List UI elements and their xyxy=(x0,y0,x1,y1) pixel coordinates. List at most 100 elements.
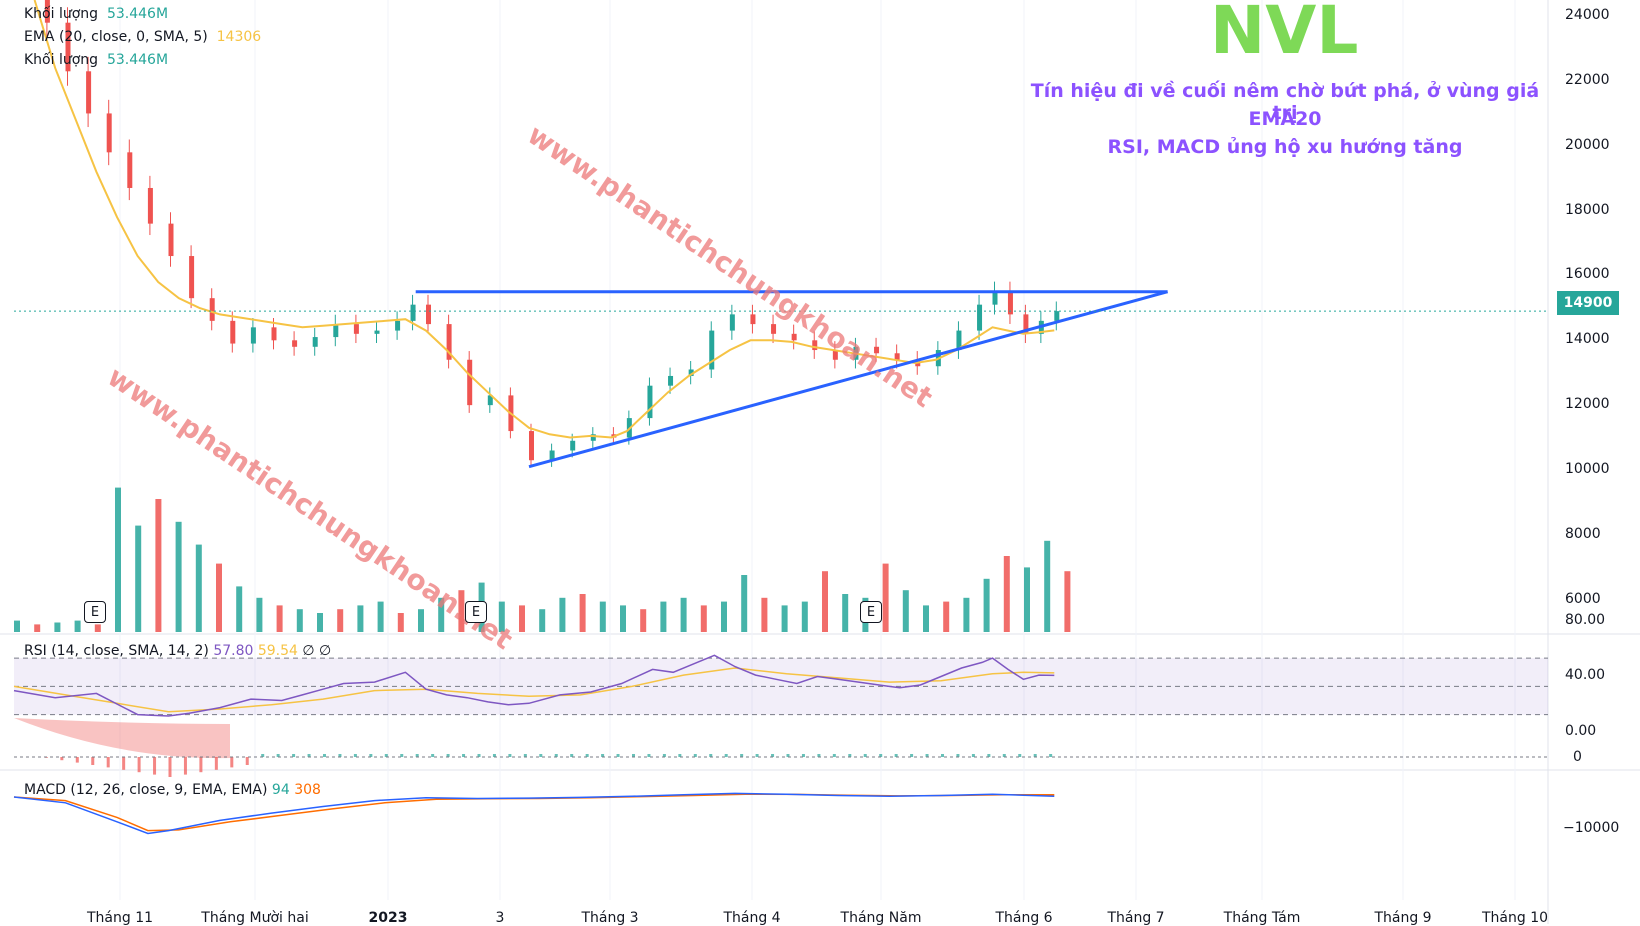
candle-body xyxy=(590,434,596,441)
candle-body xyxy=(147,187,153,224)
volume-bar xyxy=(640,609,647,632)
price-tick-label: 12000 xyxy=(1565,396,1610,413)
macd-hist-bar xyxy=(817,754,821,757)
candle-body xyxy=(992,291,998,305)
macd-tick-label: 0 xyxy=(1573,749,1582,765)
volume-bar xyxy=(1003,556,1010,632)
macd-hist-bar xyxy=(384,754,388,757)
time-tick-label: 3 xyxy=(495,910,505,926)
volume-bar xyxy=(660,601,667,632)
macd-signal-line xyxy=(13,793,1055,832)
volume-bar xyxy=(963,597,970,632)
volume-bar xyxy=(115,487,121,632)
volume-bar xyxy=(94,624,101,632)
macd-hist-bar xyxy=(879,754,883,757)
volume-bar xyxy=(498,601,505,632)
volume-bar xyxy=(620,605,626,632)
volume-bar xyxy=(377,601,384,632)
legend-volume-2: Khối lượng 53.446M xyxy=(24,52,169,68)
macd-hist-bar xyxy=(122,757,126,770)
candle-body xyxy=(395,320,401,331)
candle-body xyxy=(209,298,215,321)
macd-hist-bar xyxy=(1018,754,1022,757)
rsi-tick-label: 80.00 xyxy=(1565,612,1606,628)
macd-hist-bar xyxy=(492,754,496,757)
time-tick-label: Tháng 3 xyxy=(581,910,639,926)
candle-body xyxy=(832,350,838,360)
volume-bar xyxy=(680,597,687,632)
volume-bar xyxy=(54,622,61,632)
macd-hist-bar xyxy=(153,757,157,775)
candle-body xyxy=(106,113,112,153)
macd-hist-bar xyxy=(338,754,342,757)
macd-hist-bar xyxy=(863,754,867,757)
price-tick-label: 10000 xyxy=(1565,460,1610,477)
volume-bar xyxy=(317,613,323,632)
macd-hist-bar xyxy=(353,754,357,757)
candle-body xyxy=(487,395,493,406)
candle-body xyxy=(529,431,534,461)
time-tick-label: Tháng 4 xyxy=(723,910,781,926)
candle-body xyxy=(709,330,715,370)
candle-body xyxy=(446,324,452,360)
earnings-marker-1[interactable]: E xyxy=(84,601,106,623)
candle-body xyxy=(729,314,735,331)
macd-hist-bar xyxy=(956,754,960,757)
legend-volume-value: 53.446M xyxy=(106,6,169,22)
time-tick-label: Tháng 7 xyxy=(1107,910,1165,926)
legend-rsi: RSI (14, close, SMA, 14, 2) 57.80 59.54 … xyxy=(24,643,332,659)
macd-hist-bar xyxy=(292,754,296,757)
macd-hist-bar xyxy=(632,754,635,757)
volume-bar xyxy=(337,609,344,632)
macd-hist-bar xyxy=(168,757,172,777)
macd-hist-bar xyxy=(740,754,744,757)
annotation-line-2: EMA20 xyxy=(1248,108,1322,130)
macd-hist-bar xyxy=(1002,754,1006,757)
candle-body xyxy=(374,330,380,334)
macd-hist-bar xyxy=(199,757,203,773)
macd-hist-bar xyxy=(75,757,79,763)
macd-hist-bar xyxy=(601,754,605,757)
volume-bar xyxy=(842,594,849,632)
candle-body xyxy=(333,324,339,338)
price-tick-label: 16000 xyxy=(1565,266,1610,283)
macd-tick-label: −10000 xyxy=(1563,820,1620,836)
candle-body xyxy=(426,304,431,325)
volume-bar xyxy=(700,605,707,632)
rsi-line xyxy=(13,654,1055,717)
price-tick-label: 20000 xyxy=(1565,136,1610,153)
volume-bar xyxy=(781,605,788,632)
volume-bar xyxy=(741,575,748,632)
time-tick-label: Tháng Tám xyxy=(1223,910,1301,926)
earnings-marker-3[interactable]: E xyxy=(860,601,882,623)
time-tick-label: Tháng 6 xyxy=(995,910,1053,926)
earnings-marker-2[interactable]: E xyxy=(465,601,487,623)
macd-hist-bar xyxy=(183,757,187,775)
time-tick-label: 2023 xyxy=(368,910,408,926)
candle-body xyxy=(189,256,195,299)
candle-body xyxy=(44,0,50,23)
macd-hist-bar xyxy=(971,754,975,757)
rsi-tick-label: 0.00 xyxy=(1565,723,1597,739)
price-tick-label: 24000 xyxy=(1565,7,1610,24)
macd-hist-bar xyxy=(137,757,141,773)
price-tick-label: 14000 xyxy=(1565,331,1610,348)
candle-body xyxy=(230,320,236,344)
volume-bar xyxy=(296,609,303,632)
macd-hist-bar xyxy=(771,754,775,757)
macd-hist-bar xyxy=(230,757,234,768)
candle-body xyxy=(168,223,174,257)
candle-body xyxy=(467,359,473,406)
macd-hist-bar xyxy=(477,754,481,757)
candle-body xyxy=(292,340,298,347)
volume-bar xyxy=(599,601,606,632)
volume-bar xyxy=(357,605,364,632)
macd-hist-bar xyxy=(848,754,852,757)
macd-hist-bar xyxy=(539,754,543,757)
time-tick-label: Tháng 9 xyxy=(1374,910,1432,926)
rsi-oversold-fill xyxy=(14,718,230,759)
time-tick-label: Tháng 10 xyxy=(1481,910,1549,926)
volume-bar xyxy=(1024,567,1030,632)
macd-hist-bar xyxy=(1049,754,1053,757)
